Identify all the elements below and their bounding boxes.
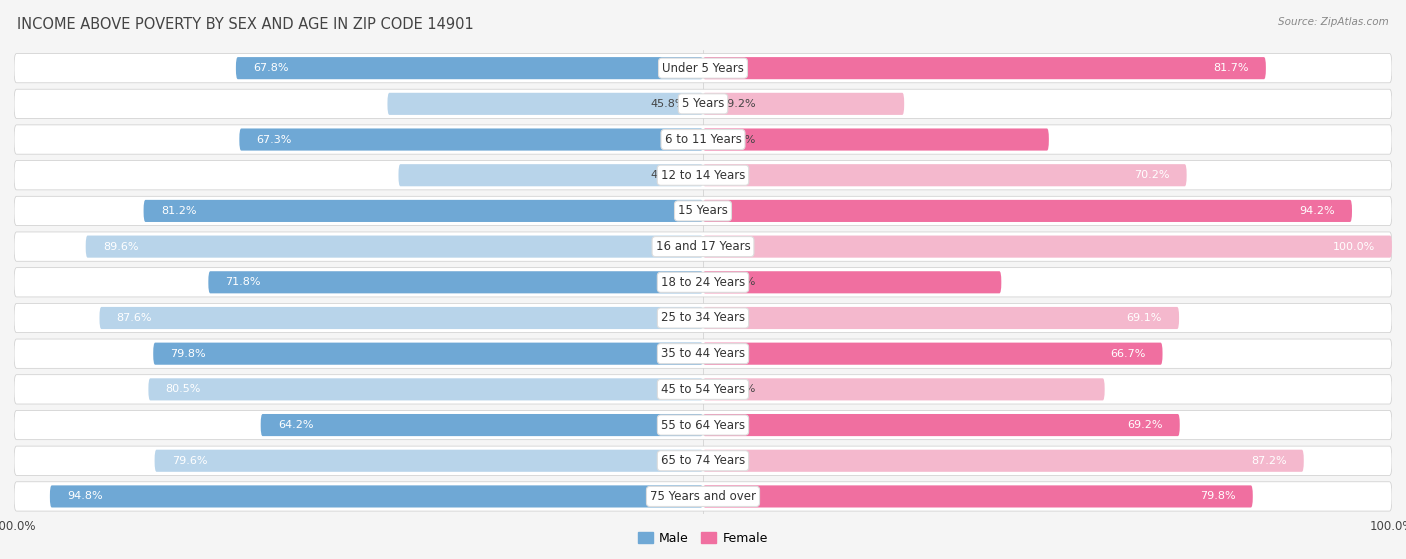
- FancyBboxPatch shape: [703, 485, 1253, 508]
- FancyBboxPatch shape: [703, 200, 1353, 222]
- Text: 58.3%: 58.3%: [720, 385, 755, 394]
- FancyBboxPatch shape: [703, 414, 1180, 436]
- Text: 45.8%: 45.8%: [651, 99, 686, 109]
- FancyBboxPatch shape: [14, 160, 1392, 190]
- FancyBboxPatch shape: [143, 200, 703, 222]
- Text: Source: ZipAtlas.com: Source: ZipAtlas.com: [1278, 17, 1389, 27]
- Text: 12 to 14 Years: 12 to 14 Years: [661, 169, 745, 182]
- FancyBboxPatch shape: [14, 375, 1392, 404]
- FancyBboxPatch shape: [703, 93, 904, 115]
- Text: 80.5%: 80.5%: [166, 385, 201, 394]
- Text: 44.2%: 44.2%: [650, 170, 686, 180]
- Text: INCOME ABOVE POVERTY BY SEX AND AGE IN ZIP CODE 14901: INCOME ABOVE POVERTY BY SEX AND AGE IN Z…: [17, 17, 474, 32]
- Text: 89.6%: 89.6%: [103, 241, 138, 252]
- FancyBboxPatch shape: [703, 164, 1187, 186]
- Text: 81.2%: 81.2%: [160, 206, 197, 216]
- FancyBboxPatch shape: [100, 307, 703, 329]
- FancyBboxPatch shape: [398, 164, 703, 186]
- FancyBboxPatch shape: [703, 378, 1105, 400]
- FancyBboxPatch shape: [703, 129, 1049, 150]
- FancyBboxPatch shape: [703, 57, 1265, 79]
- Text: 45 to 54 Years: 45 to 54 Years: [661, 383, 745, 396]
- Text: 55 to 64 Years: 55 to 64 Years: [661, 419, 745, 432]
- Text: 65 to 74 Years: 65 to 74 Years: [661, 454, 745, 467]
- FancyBboxPatch shape: [14, 268, 1392, 297]
- FancyBboxPatch shape: [208, 271, 703, 293]
- Text: 79.8%: 79.8%: [170, 349, 207, 359]
- FancyBboxPatch shape: [14, 410, 1392, 440]
- FancyBboxPatch shape: [155, 449, 703, 472]
- FancyBboxPatch shape: [14, 304, 1392, 333]
- Text: 100.0%: 100.0%: [1333, 241, 1375, 252]
- FancyBboxPatch shape: [14, 54, 1392, 83]
- Text: 87.6%: 87.6%: [117, 313, 152, 323]
- Text: 6 to 11 Years: 6 to 11 Years: [665, 133, 741, 146]
- FancyBboxPatch shape: [260, 414, 703, 436]
- Text: 79.6%: 79.6%: [172, 456, 207, 466]
- FancyBboxPatch shape: [703, 307, 1180, 329]
- Text: 71.8%: 71.8%: [225, 277, 262, 287]
- FancyBboxPatch shape: [14, 89, 1392, 119]
- Text: 43.3%: 43.3%: [720, 277, 755, 287]
- Text: Under 5 Years: Under 5 Years: [662, 61, 744, 75]
- Text: 94.2%: 94.2%: [1299, 206, 1334, 216]
- FancyBboxPatch shape: [703, 235, 1392, 258]
- Text: 69.1%: 69.1%: [1126, 313, 1161, 323]
- Text: 67.8%: 67.8%: [253, 63, 288, 73]
- FancyBboxPatch shape: [703, 449, 1303, 472]
- Text: 15 Years: 15 Years: [678, 205, 728, 217]
- Text: 66.7%: 66.7%: [1109, 349, 1146, 359]
- FancyBboxPatch shape: [703, 271, 1001, 293]
- Text: 75 Years and over: 75 Years and over: [650, 490, 756, 503]
- Text: 18 to 24 Years: 18 to 24 Years: [661, 276, 745, 289]
- FancyBboxPatch shape: [14, 339, 1392, 368]
- FancyBboxPatch shape: [86, 235, 703, 258]
- FancyBboxPatch shape: [149, 378, 703, 400]
- Text: 25 to 34 Years: 25 to 34 Years: [661, 311, 745, 324]
- FancyBboxPatch shape: [14, 196, 1392, 225]
- FancyBboxPatch shape: [14, 232, 1392, 261]
- Text: 69.2%: 69.2%: [1128, 420, 1163, 430]
- FancyBboxPatch shape: [14, 125, 1392, 154]
- Text: 5 Years: 5 Years: [682, 97, 724, 110]
- Text: 64.2%: 64.2%: [278, 420, 314, 430]
- FancyBboxPatch shape: [239, 129, 703, 150]
- Text: 67.3%: 67.3%: [256, 135, 292, 145]
- Text: 16 and 17 Years: 16 and 17 Years: [655, 240, 751, 253]
- FancyBboxPatch shape: [388, 93, 703, 115]
- Text: 29.2%: 29.2%: [720, 99, 756, 109]
- FancyBboxPatch shape: [14, 482, 1392, 511]
- FancyBboxPatch shape: [153, 343, 703, 364]
- Legend: Male, Female: Male, Female: [633, 527, 773, 550]
- FancyBboxPatch shape: [703, 343, 1163, 364]
- FancyBboxPatch shape: [236, 57, 703, 79]
- Text: 94.8%: 94.8%: [67, 491, 103, 501]
- Text: 70.2%: 70.2%: [1133, 170, 1170, 180]
- Text: 79.8%: 79.8%: [1199, 491, 1236, 501]
- FancyBboxPatch shape: [49, 485, 703, 508]
- FancyBboxPatch shape: [14, 446, 1392, 475]
- Text: 50.2%: 50.2%: [720, 135, 755, 145]
- Text: 81.7%: 81.7%: [1213, 63, 1249, 73]
- Text: 87.2%: 87.2%: [1251, 456, 1286, 466]
- Text: 35 to 44 Years: 35 to 44 Years: [661, 347, 745, 360]
